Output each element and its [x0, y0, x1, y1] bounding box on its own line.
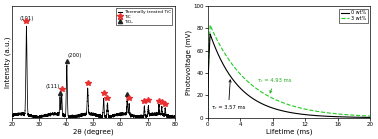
Legend: Thermally treated TiC, TiC, TiO₂: Thermally treated TiC, TiC, TiO₂: [116, 8, 172, 25]
3 wt%: [347, 114, 352, 116]
Y-axis label: Intensity (a.u.): Intensity (a.u.): [4, 36, 11, 88]
3 wt%: [234, 68, 238, 70]
Text: (111): (111): [45, 84, 59, 89]
0 wt%: [234, 83, 238, 84]
X-axis label: Lifetime (ms): Lifetime (ms): [266, 128, 312, 135]
3 wt%: [268, 96, 273, 98]
Text: τᵣ = 3.57 ms: τᵣ = 3.57 ms: [212, 80, 245, 110]
3 wt%: [365, 115, 369, 117]
0 wt%: [275, 109, 279, 110]
3 wt%: [275, 100, 279, 101]
3 wt%: [368, 115, 373, 117]
3 wt%: [208, 24, 212, 26]
0 wt%: [205, 117, 210, 119]
0 wt%: [365, 117, 369, 118]
3 wt%: [205, 117, 210, 119]
0 wt%: [368, 117, 373, 118]
Legend: 0 wt%, 3 wt%: 0 wt%, 3 wt%: [339, 9, 368, 23]
0 wt%: [268, 106, 273, 108]
0 wt%: [224, 69, 229, 71]
Text: (200): (200): [68, 53, 82, 58]
Y-axis label: Photovoltage (mV): Photovoltage (mV): [185, 29, 192, 95]
3 wt%: [224, 55, 229, 57]
Line: 3 wt%: 3 wt%: [208, 25, 370, 118]
0 wt%: [347, 116, 352, 118]
Line: 0 wt%: 0 wt%: [208, 34, 370, 118]
Text: (101): (101): [19, 16, 34, 21]
Text: τᵣ = 4.93 ms: τᵣ = 4.93 ms: [258, 78, 291, 93]
X-axis label: 2θ (degree): 2θ (degree): [73, 128, 114, 135]
0 wt%: [208, 33, 212, 35]
